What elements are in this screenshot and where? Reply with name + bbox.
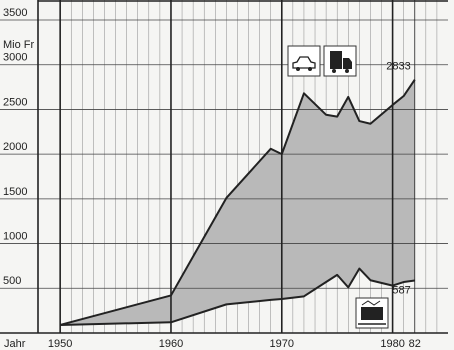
x-tick-label: 82 bbox=[409, 338, 421, 350]
truck-wheel bbox=[345, 69, 349, 73]
end-value-label: 2833 bbox=[386, 61, 410, 73]
y-tick-label: 2500 bbox=[3, 96, 27, 108]
y-tick-label: 2000 bbox=[3, 141, 27, 153]
train-body bbox=[361, 307, 383, 320]
y-tick-label: 500 bbox=[3, 275, 21, 287]
car-icon bbox=[292, 56, 316, 69]
end-value-label: 587 bbox=[392, 284, 410, 296]
band-fill bbox=[60, 79, 415, 325]
x-tick-label: 1960 bbox=[159, 338, 183, 350]
train-pantograph bbox=[361, 300, 381, 306]
series-line bbox=[60, 267, 415, 326]
icons bbox=[287, 45, 389, 329]
car-icon-box bbox=[287, 45, 321, 77]
x-axis-label: Jahr bbox=[4, 338, 26, 350]
series-line bbox=[59, 79, 416, 326]
car-wheel bbox=[308, 67, 312, 71]
car-wheel bbox=[296, 67, 300, 71]
y-tick-label: 3000 bbox=[3, 52, 27, 64]
y-tick-label: 1500 bbox=[3, 186, 27, 198]
y-tick-label: 1000 bbox=[3, 230, 27, 242]
truck-cab bbox=[343, 58, 352, 69]
truck-cargo bbox=[330, 51, 342, 69]
x-tick-label: 1970 bbox=[270, 338, 294, 350]
y-axis-label: Mio Fr bbox=[3, 39, 35, 51]
y-tick-label: 3500 bbox=[3, 7, 27, 19]
x-tick-label: 1950 bbox=[48, 338, 72, 350]
x-tick-label: 1980 bbox=[380, 338, 404, 350]
truck-wheel bbox=[332, 69, 336, 73]
